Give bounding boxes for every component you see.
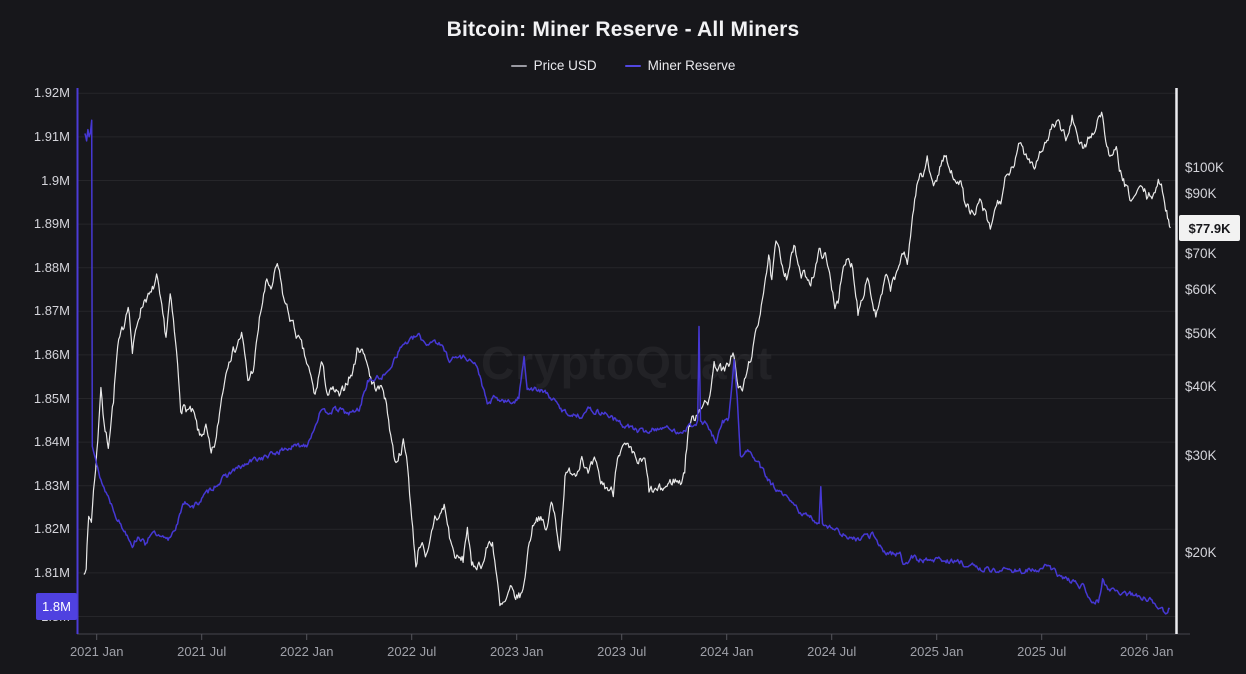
price-current-value-badge: $77.9K (1179, 215, 1240, 242)
x-axis-tick: 2021 Jan (69, 644, 124, 659)
left-axis-tick: 1.82M (33, 521, 70, 537)
left-axis-tick: 1.89M (33, 216, 70, 232)
right-axis-tick: $70K (1185, 245, 1217, 261)
x-axis-tick: 2025 Jul (1017, 644, 1067, 659)
legend-label-price-usd: Price USD (533, 58, 597, 73)
left-axis-tick: 1.88M (33, 259, 70, 275)
right-axis-tick: $100K (1185, 160, 1225, 176)
series-line-miner-reserve (84, 119, 1170, 615)
x-axis-tick: 2021 Jul (177, 644, 227, 659)
left-axis-tick: 1.81M (33, 564, 70, 580)
x-axis-tick: 2024 Jul (807, 644, 857, 659)
left-axis-tick: 1.91M (33, 128, 70, 144)
x-axis-tick: 2026 Jan (1119, 644, 1174, 659)
left-axis-tick: 1.84M (33, 434, 70, 450)
right-axis-tick: $20K (1185, 545, 1217, 561)
right-axis-tick: $50K (1185, 326, 1217, 342)
left-axis-tick: 1.86M (33, 346, 70, 362)
legend-label-miner-reserve: Miner Reserve (647, 58, 736, 73)
left-axis-tick: 1.85M (33, 390, 70, 406)
legend-item-price-usd[interactable]: Price USD (510, 58, 597, 73)
miner-reserve-series-dash-icon (624, 64, 641, 67)
right-axis-tick: $60K (1185, 282, 1217, 298)
legend: Price USD Miner Reserve (0, 58, 1246, 73)
series-line-price-usd (83, 111, 1171, 607)
right-axis-tick: $30K (1185, 448, 1217, 464)
x-axis-tick: 2023 Jan (489, 644, 544, 659)
left-axis-tick: 1.83M (33, 477, 70, 493)
x-axis-tick: 2025 Jan (909, 644, 964, 659)
x-axis-tick: 2023 Jul (597, 644, 647, 659)
miner-reserve-current-value-badge: 1.8M (36, 592, 77, 620)
x-axis-tick: 2022 Jan (279, 644, 334, 659)
x-axis-tick: 2022 Jul (387, 644, 437, 659)
right-axis-tick: $90K (1185, 185, 1217, 201)
left-axis-tick: 1.9M (41, 172, 70, 188)
page-title: Bitcoin: Miner Reserve - All Miners (446, 18, 800, 41)
x-axis-tick: 2024 Jan (699, 644, 754, 659)
left-axis-tick: 1.87M (33, 303, 70, 319)
right-axis-tick: $40K (1185, 379, 1217, 395)
price-series-dash-icon (510, 64, 527, 67)
legend-item-miner-reserve[interactable]: Miner Reserve (624, 58, 736, 73)
left-axis-tick: 1.92M (33, 85, 70, 101)
